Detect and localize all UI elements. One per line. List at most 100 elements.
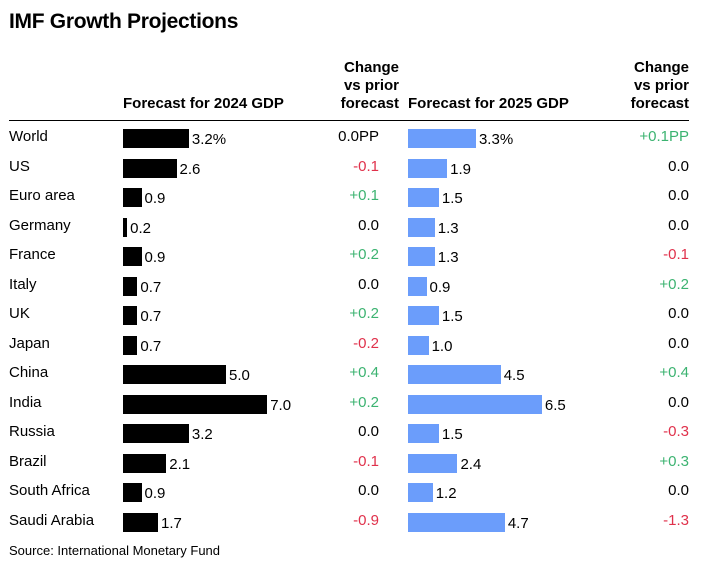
header-divider: [9, 120, 689, 121]
table-row: Italy 0.7 0.0 0.9 +0.2: [0, 269, 703, 299]
change-label-2025: -0.1: [663, 246, 689, 263]
country-label: Russia: [9, 423, 55, 440]
bar-2025: [408, 512, 505, 532]
table-row: Japan 0.7 -0.2 1.0 0.0: [0, 328, 703, 358]
value-label-2024: 0.9: [144, 249, 166, 266]
bar-2025: [408, 158, 448, 178]
country-label: South Africa: [9, 482, 90, 499]
table-row: Germany 0.2 0.0 1.3 0.0: [0, 210, 703, 240]
bar-2024: [123, 483, 142, 502]
value-label-2025: 2.4: [460, 455, 482, 473]
country-label: Saudi Arabia: [9, 511, 95, 529]
change-label-2024: +0.2: [349, 246, 379, 263]
value-label-2025: 3.3%: [478, 131, 514, 148]
change-label-2025: 0.0: [668, 157, 689, 175]
bar-2025: [408, 306, 439, 325]
change-label-2024: +0.4: [349, 364, 379, 381]
bar-2025: [408, 424, 439, 443]
header-change-2024-line-2: vs prior: [343, 77, 399, 94]
bar-2025: [408, 247, 435, 266]
table-row: Brazil 2.1 -0.1 2.4 +0.3: [0, 446, 703, 476]
table-row: UK 0.7 +0.2 1.5 0.0: [0, 298, 703, 328]
bar-2024: [123, 217, 128, 237]
bar-2025: [408, 188, 439, 207]
change-label-2025: +0.4: [659, 364, 689, 381]
table-row: Russia 3.2 0.0 1.5 -0.3: [0, 416, 703, 446]
change-label-2025: +0.3: [659, 452, 689, 470]
change-label-2024: 0.0PP: [338, 128, 379, 145]
table-row: South Africa 0.9 0.0 1.2 0.0: [0, 475, 703, 505]
header-change-2025: Change vs prior forecast: [631, 59, 689, 113]
bar-2024: [123, 394, 268, 414]
table-row: China 5.0 +0.4 4.5 +0.4: [0, 357, 703, 387]
table-row: Euro area 0.9 +0.1 1.5 0.0: [0, 180, 703, 210]
bar-2024: [123, 306, 138, 325]
value-label-2025: 1.5: [441, 308, 463, 325]
table-row: World 3.2% 0.0PP 3.3% +0.1PP: [0, 121, 703, 151]
value-label-2024: 0.7: [140, 278, 162, 296]
change-label-2025: +0.2: [659, 275, 689, 293]
value-label-2025: 0.9: [429, 278, 451, 296]
value-label-2024: 3.2%: [191, 131, 227, 148]
change-label-2025: -1.3: [663, 511, 689, 529]
source-note: Source: International Monetary Fund: [9, 543, 221, 558]
change-label-2024: -0.1: [353, 452, 379, 470]
bar-2025: [408, 276, 427, 296]
header-change-2024-line-3: forecast: [340, 95, 399, 112]
country-label: India: [9, 393, 42, 411]
value-label-2025: 1.2: [435, 485, 457, 502]
table-row: France 0.9 +0.2 1.3 -0.1: [0, 239, 703, 269]
value-label-2025: 1.3: [437, 219, 459, 237]
header-forecast-2025: Forecast for 2025 GDP: [408, 95, 569, 112]
header-change-2025-line-2: vs prior: [633, 77, 689, 94]
country-label: Euro area: [9, 187, 75, 204]
value-label-2025: 1.5: [441, 426, 463, 443]
change-label-2025: -0.3: [663, 423, 689, 440]
country-label: US: [9, 157, 30, 175]
change-label-2025: 0.0: [668, 393, 689, 411]
bar-2024: [123, 188, 142, 207]
value-label-2024: 0.7: [140, 308, 162, 325]
bar-2024: [123, 335, 138, 355]
country-label: UK: [9, 305, 30, 322]
change-label-2024: +0.2: [349, 393, 379, 411]
country-label: World: [9, 128, 48, 145]
bar-2024: [123, 365, 226, 384]
table-row: Saudi Arabia 1.7 -0.9 4.7 -1.3: [0, 505, 703, 535]
change-label-2024: 0.0: [358, 423, 379, 440]
change-label-2025: 0.0: [668, 305, 689, 322]
chart-title: IMF Growth Projections: [9, 10, 239, 33]
bar-2025: [408, 453, 458, 473]
table-row: India 7.0 +0.2 6.5 0.0: [0, 387, 703, 417]
change-label-2025: 0.0: [668, 334, 689, 352]
bar-2025: [408, 394, 542, 414]
value-label-2024: 5.0: [229, 367, 250, 384]
country-label: Italy: [9, 275, 37, 293]
change-label-2024: +0.2: [349, 305, 379, 322]
bar-2025: [408, 217, 435, 237]
value-label-2024: 3.2: [191, 426, 213, 443]
table-row: US 2.6 -0.1 1.9 0.0: [0, 151, 703, 181]
value-label-2025: 1.5: [441, 190, 463, 207]
value-label-2024: 1.7: [161, 514, 182, 532]
header-forecast-2024: Forecast for 2024 GDP: [123, 95, 284, 112]
country-label: Brazil: [9, 452, 47, 470]
bar-2025: [408, 365, 501, 384]
value-label-2025: 1.3: [437, 249, 459, 266]
value-label-2025: 1.9: [450, 160, 471, 178]
change-label-2024: 0.0: [358, 275, 379, 293]
change-label-2025: 0.0: [668, 482, 689, 499]
change-label-2024: +0.1: [349, 187, 379, 204]
bar-2024: [123, 129, 189, 148]
bar-2024: [123, 276, 138, 296]
value-label-2024: 0.9: [144, 190, 166, 207]
bar-2024: [123, 247, 142, 266]
value-label-2025: 4.5: [503, 367, 525, 384]
value-label-2024: 2.1: [169, 455, 191, 473]
value-label-2024: 7.0: [270, 396, 292, 414]
value-label-2024: 2.6: [179, 160, 201, 178]
change-label-2024: -0.9: [353, 511, 379, 529]
header-change-2024-line-1: Change: [343, 59, 399, 76]
change-label-2025: 0.0: [668, 216, 689, 234]
value-label-2024: 0.7: [140, 337, 162, 355]
